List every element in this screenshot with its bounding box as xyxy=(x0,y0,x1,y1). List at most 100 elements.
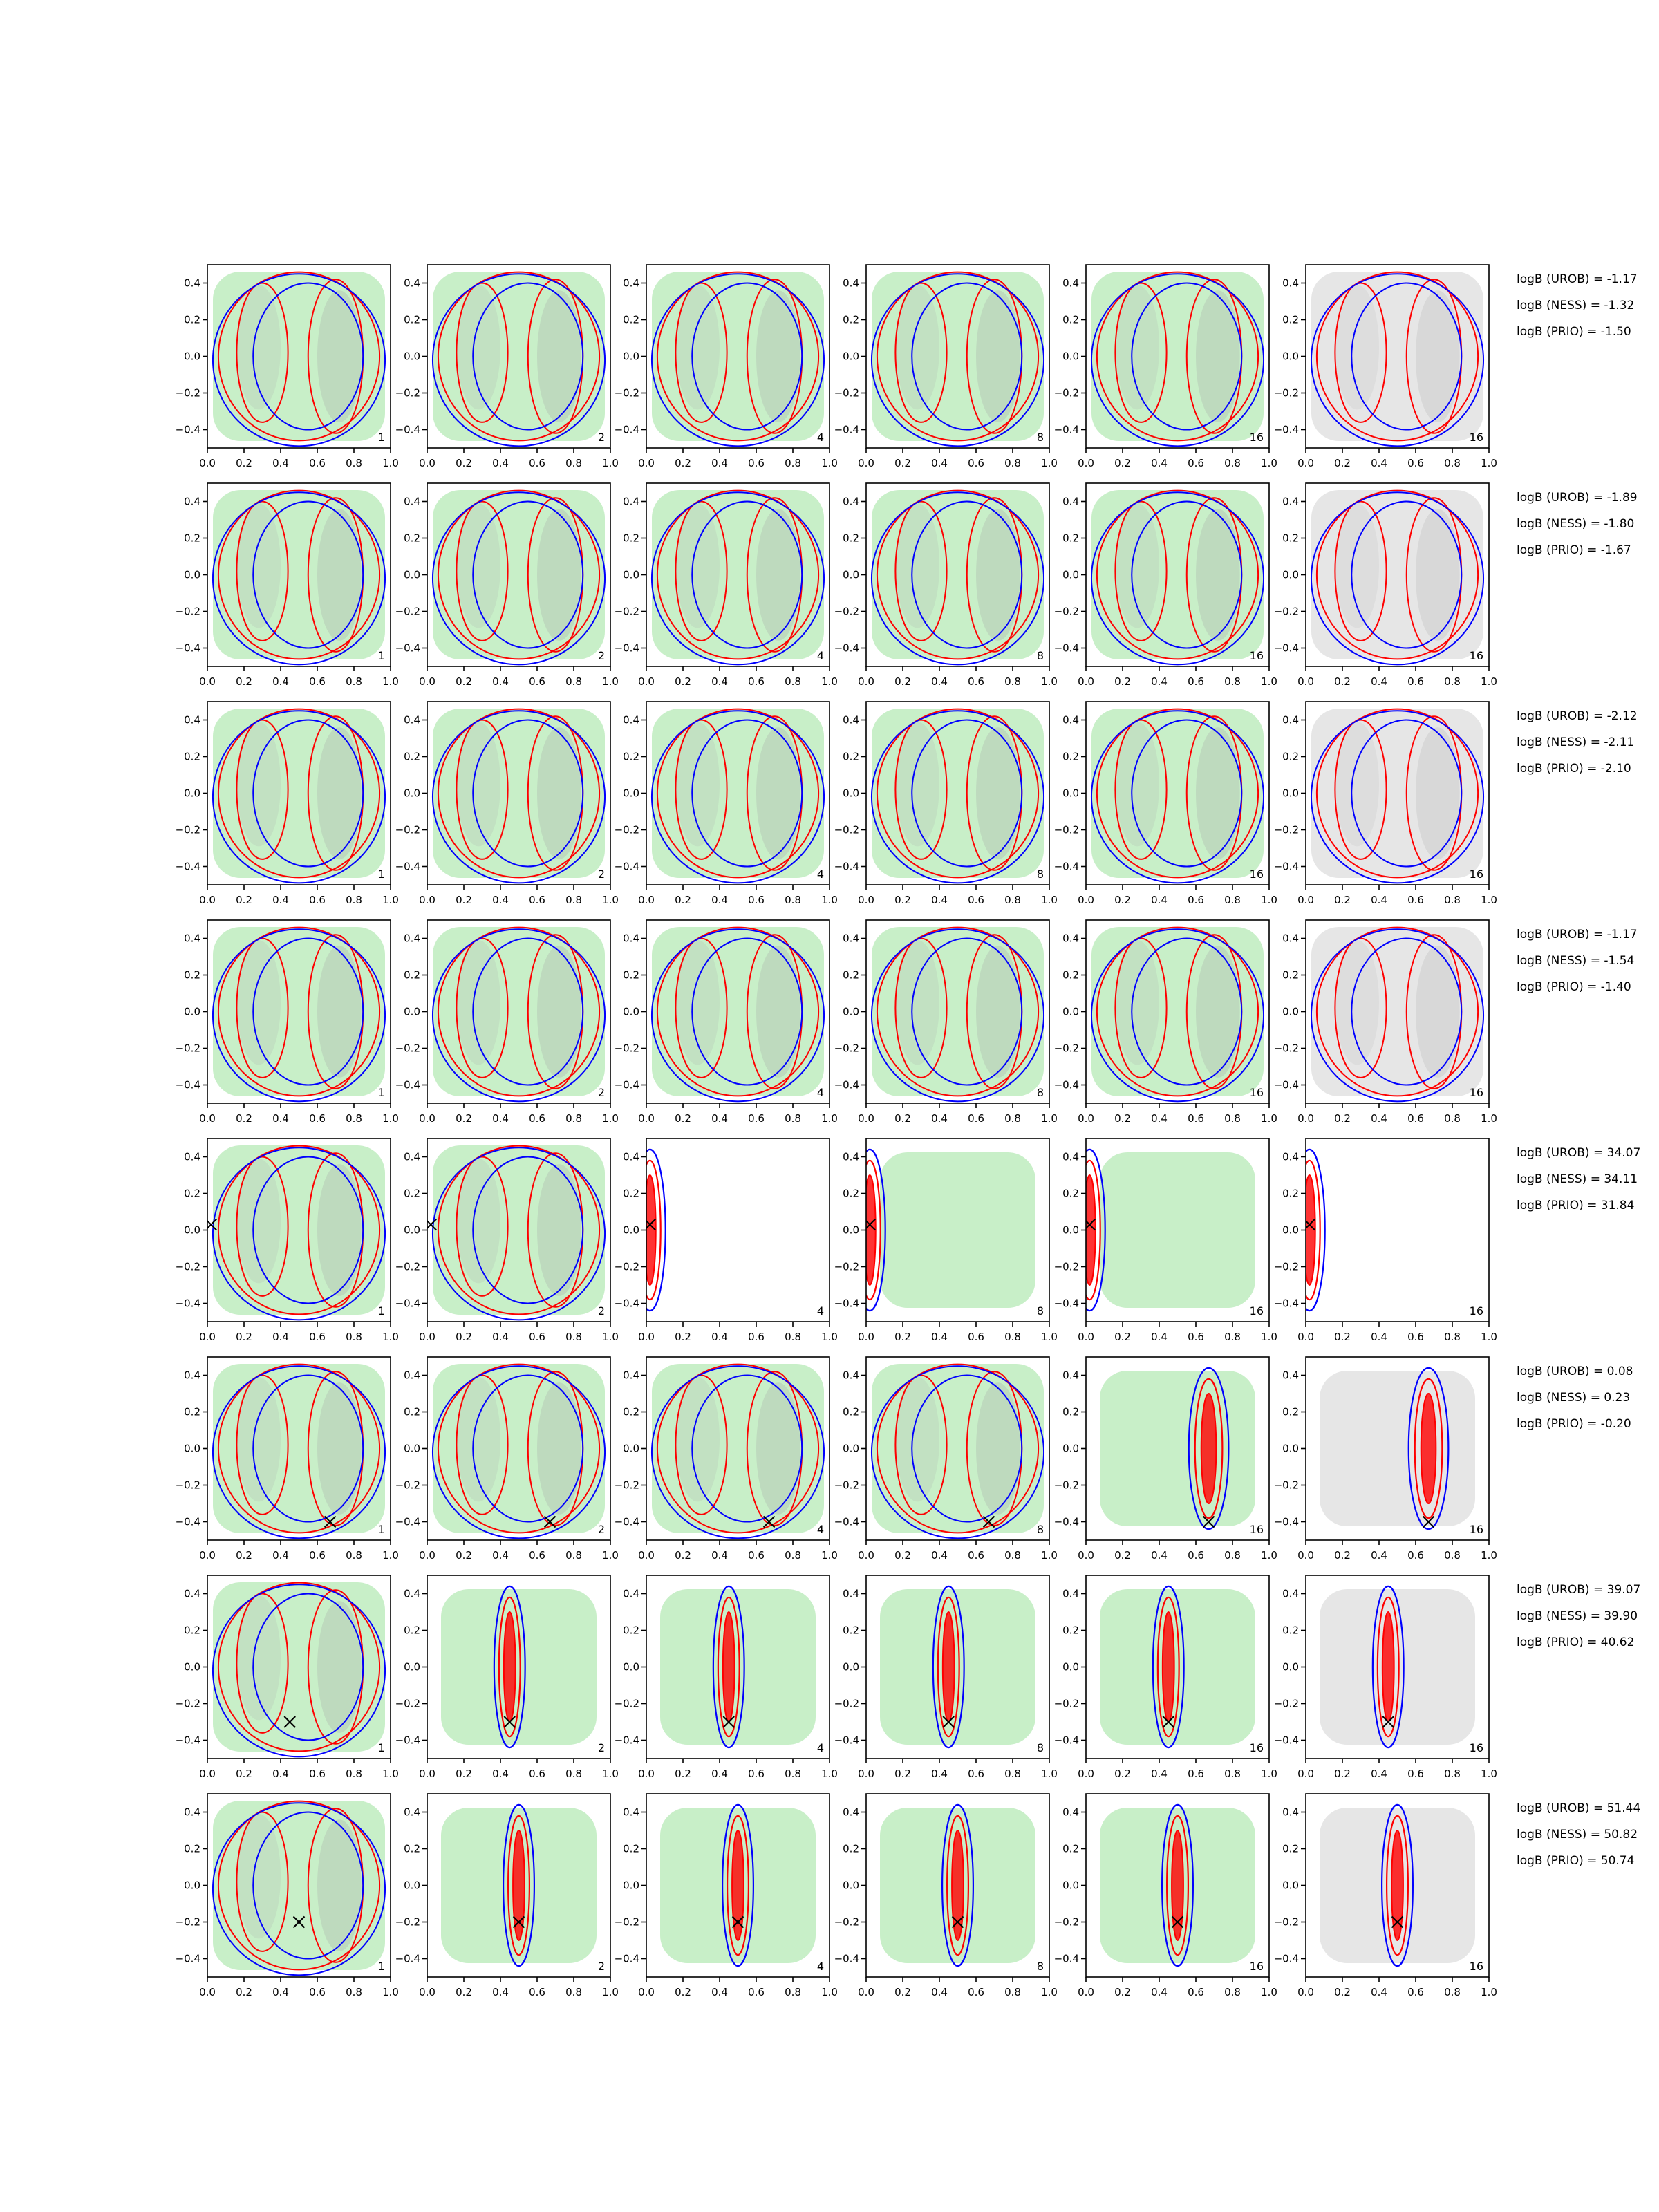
panel-label: 16 xyxy=(1250,649,1264,662)
true-point-marker xyxy=(731,1915,744,1929)
y-tick-label: −0.2 xyxy=(615,1479,639,1492)
x-tick-label: 0.8 xyxy=(1224,1986,1241,1998)
y-tick-label: 0.2 xyxy=(623,1843,639,1855)
x-tick-label: 1.0 xyxy=(1041,675,1058,688)
y-tick-label: −0.4 xyxy=(176,1297,200,1310)
x-tick-label: 1.0 xyxy=(1041,1986,1058,1998)
y-tick-label: −0.2 xyxy=(176,1261,200,1273)
prio-core xyxy=(1381,1611,1395,1723)
logb-label: logB (UROB) = -1.17 xyxy=(1517,928,1638,941)
y-tick-label: −0.2 xyxy=(834,387,859,400)
urob-density-core xyxy=(537,290,581,422)
ness-contour xyxy=(691,1374,803,1523)
x-tick-label: 1.0 xyxy=(1481,894,1497,906)
y-tick-label: 0.2 xyxy=(1062,314,1079,326)
panel-label: 1 xyxy=(378,1960,385,1973)
logb-label: logB (NESS) = 0.23 xyxy=(1517,1391,1630,1405)
ness-contour xyxy=(252,1811,364,1960)
y-tick-label: 0.0 xyxy=(404,350,420,363)
urob-density-core xyxy=(1416,946,1460,1078)
x-tick-label: 0.6 xyxy=(309,675,326,688)
x-tick-label: 0.4 xyxy=(1151,1112,1168,1125)
urob-density-core xyxy=(537,1164,581,1296)
x-tick-label: 0.6 xyxy=(529,1549,545,1562)
x-tick-label: 0.4 xyxy=(272,675,289,688)
urob-density-fill xyxy=(660,1589,816,1745)
y-tick-label: −0.2 xyxy=(176,606,200,618)
x-tick-label: 1.0 xyxy=(1481,1112,1497,1125)
panel-label: 16 xyxy=(1250,1523,1264,1536)
y-tick-label: 0.0 xyxy=(623,1443,639,1455)
panel-r6-c1: 1 0.0 0.2 0.4 0.6 0.8 1.0 0.4 0.2 0.0 −0.2 −0.4 xyxy=(176,1356,399,1562)
x-tick-label: 0.6 xyxy=(968,675,984,688)
panel-r4-c6: 16 0.0 0.2 0.4 0.6 0.8 1.0 0.4 0.2 0.0 −0.2 −0.4 xyxy=(1274,919,1497,1125)
x-tick-label: 0.0 xyxy=(1078,457,1094,469)
y-tick-label: −0.2 xyxy=(1274,387,1299,400)
y-tick-label: 0.0 xyxy=(623,350,639,363)
y-tick-label: 0.2 xyxy=(404,751,420,763)
panel-r5-c6: 16 0.0 0.2 0.4 0.6 0.8 1.0 0.4 0.2 0.0 −0.2 −0.4 xyxy=(1274,1138,1497,1343)
panel-r1-c6: 16 0.0 0.2 0.4 0.6 0.8 1.0 0.4 0.2 0.0 −0.2 −0.4 xyxy=(1274,264,1497,469)
urob-density-core xyxy=(537,1382,581,1515)
x-tick-label: 0.6 xyxy=(1407,457,1424,469)
x-tick-label: 1.0 xyxy=(382,1549,399,1562)
x-tick-label: 0.8 xyxy=(1444,1112,1461,1125)
panel-r3-c3: 4 0.0 0.2 0.4 0.6 0.8 1.0 0.4 0.2 0.0 −0.2 −0.4 xyxy=(615,701,838,906)
ness-contour xyxy=(252,1374,364,1523)
x-tick-label: 0.2 xyxy=(236,1768,252,1780)
y-tick-label: 0.0 xyxy=(623,569,639,581)
panel-label: 1 xyxy=(378,1741,385,1754)
ness-contour xyxy=(493,1585,526,1749)
y-tick-label: 0.2 xyxy=(1282,1624,1299,1637)
y-tick-label: 0.4 xyxy=(1282,1151,1299,1163)
x-tick-label: 0.6 xyxy=(529,894,545,906)
y-tick-label: −0.4 xyxy=(1274,1079,1299,1091)
x-tick-label: 0.6 xyxy=(748,675,765,688)
ness-contour xyxy=(502,1803,535,1967)
x-tick-label: 0.4 xyxy=(272,894,289,906)
y-tick-label: −0.2 xyxy=(395,1916,420,1929)
logb-label: logB (UROB) = -2.12 xyxy=(1517,709,1638,723)
y-tick-label: 0.2 xyxy=(623,1624,639,1637)
x-tick-label: 0.8 xyxy=(565,1768,582,1780)
x-tick-label: 0.0 xyxy=(638,1331,655,1343)
y-tick-label: 0.4 xyxy=(404,277,420,290)
panel-r8-c5: 16 0.0 0.2 0.4 0.6 0.8 1.0 0.4 0.2 0.0 −0.2 −0.4 xyxy=(1054,1793,1277,1998)
x-tick-label: 0.0 xyxy=(638,1549,655,1562)
y-tick-label: 0.0 xyxy=(843,787,859,800)
ness-contour xyxy=(472,282,584,431)
x-tick-label: 0.4 xyxy=(931,457,948,469)
y-tick-label: 0.4 xyxy=(843,1806,859,1819)
ness-contour xyxy=(712,1585,745,1749)
x-tick-label: 1.0 xyxy=(1481,457,1497,469)
y-tick-label: −0.4 xyxy=(395,1953,420,1965)
x-tick-label: 0.4 xyxy=(931,1331,948,1343)
y-tick-label: 0.2 xyxy=(184,1406,200,1418)
panel-r3-c2: 2 0.0 0.2 0.4 0.6 0.8 1.0 0.4 0.2 0.0 −0.2 −0.4 xyxy=(395,701,619,906)
x-tick-label: 0.8 xyxy=(346,1986,362,1998)
y-tick-label: 0.2 xyxy=(1282,314,1299,326)
true-point-marker xyxy=(1306,1218,1316,1231)
x-tick-label: 1.0 xyxy=(382,1768,399,1780)
x-tick-label: 0.8 xyxy=(1224,1112,1241,1125)
logb-annotations: logB (UROB) = 39.07 logB (NESS) = 39.90 lo… xyxy=(1517,1583,1640,1649)
y-tick-label: −0.2 xyxy=(1054,1261,1079,1273)
x-tick-label: 0.0 xyxy=(858,675,874,688)
x-tick-label: 0.0 xyxy=(1078,1112,1094,1125)
y-tick-label: −0.2 xyxy=(1274,606,1299,618)
y-tick-label: 0.0 xyxy=(404,1006,420,1018)
logb-annotations: logB (UROB) = 51.44 logB (NESS) = 50.82 lo… xyxy=(1517,1801,1640,1868)
panel-label: 8 xyxy=(1037,1523,1044,1536)
x-tick-label: 1.0 xyxy=(382,894,399,906)
x-tick-label: 0.0 xyxy=(419,1986,435,1998)
y-tick-label: 0.2 xyxy=(623,1188,639,1200)
logb-label: logB (UROB) = 51.44 xyxy=(1517,1801,1640,1815)
y-tick-label: −0.2 xyxy=(176,824,200,836)
urob-density-core xyxy=(1196,509,1240,641)
panel-label: 2 xyxy=(598,649,605,662)
ness-contour xyxy=(252,719,364,868)
panel-label: 8 xyxy=(1037,1960,1044,1973)
y-tick-label: 0.4 xyxy=(184,1151,200,1163)
prio-core xyxy=(503,1611,516,1723)
y-tick-label: 0.0 xyxy=(843,569,859,581)
